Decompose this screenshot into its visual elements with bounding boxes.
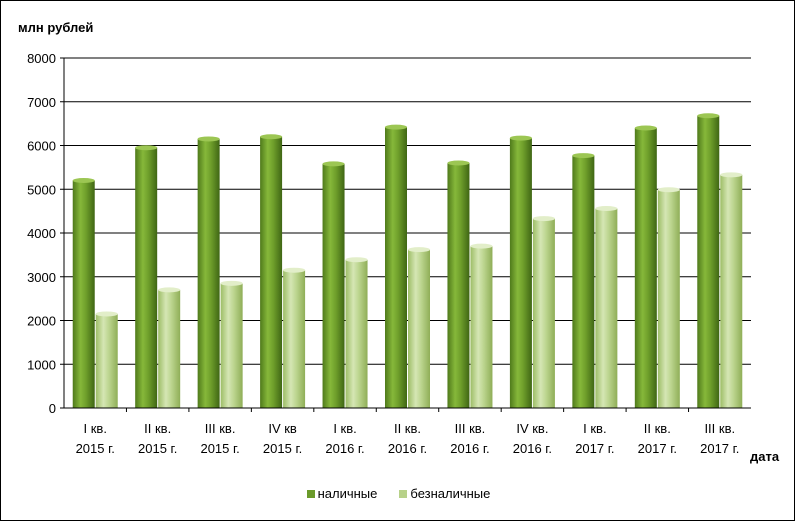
x-category-label: I кв.	[583, 421, 606, 436]
x-category-label: IV кв	[268, 421, 297, 436]
bar-noncash	[345, 259, 368, 408]
x-axis-categories: I кв. 2015 г. II кв. 2015 г. III кв. 2015 г. I…	[76, 421, 740, 456]
bar-cash-cap	[260, 134, 283, 140]
y-tick-label: 8000	[27, 51, 56, 66]
bar-noncash	[95, 313, 118, 408]
x-category-label: II кв.	[394, 421, 421, 436]
bar-noncash-cap	[158, 287, 181, 293]
y-tick-label: 3000	[27, 270, 56, 285]
legend-item-noncash: безналичные	[399, 486, 490, 501]
bar-noncash-cap	[720, 172, 743, 178]
bar-cash	[135, 147, 158, 408]
x-category-label: II кв.	[144, 421, 171, 436]
y-tick-label: 4000	[27, 226, 56, 241]
bar-noncash-cap	[408, 247, 430, 253]
x-category-label: 2015 г.	[138, 441, 177, 456]
bar-cash	[385, 127, 407, 408]
y-tick-label: 6000	[27, 139, 56, 154]
bar-noncash	[283, 270, 306, 408]
x-category-label: II кв.	[644, 421, 671, 436]
bar-cash	[260, 136, 283, 408]
bar-noncash-cap	[95, 311, 118, 317]
x-category-label: III кв.	[455, 421, 486, 436]
bar-noncash	[532, 218, 555, 408]
x-axis-label: дата	[750, 449, 780, 464]
bar-cash-cap	[572, 153, 595, 159]
bar-noncash-cap	[283, 267, 306, 273]
bar-cash-cap	[385, 124, 407, 130]
bar-noncash	[595, 208, 618, 408]
legend: наличные безналичные	[0, 486, 797, 501]
bar-cash-cap	[447, 160, 470, 166]
bar-cash-cap	[322, 161, 345, 167]
bar-noncash	[657, 189, 680, 408]
x-category-label: 2016 г.	[450, 441, 489, 456]
x-category-label: 2016 г.	[513, 441, 552, 456]
x-category-label: IV кв.	[516, 421, 548, 436]
y-axis-label: млн рублей	[18, 20, 93, 35]
bar-cash-cap	[634, 125, 657, 131]
y-tick-label: 0	[49, 401, 56, 416]
bar-cash	[72, 180, 95, 408]
x-category-label: I кв.	[84, 421, 107, 436]
legend-label-noncash: безналичные	[410, 486, 491, 501]
bar-noncash	[470, 246, 493, 408]
bar-cash	[197, 138, 220, 408]
bar-cash	[697, 115, 720, 408]
x-category-label: 2017 г.	[638, 441, 677, 456]
x-category-label: 2017 г.	[700, 441, 739, 456]
x-category-label: 2015 г.	[200, 441, 239, 456]
x-category-label: 2016 г.	[325, 441, 364, 456]
bar-cash	[634, 128, 657, 408]
bar-cash	[509, 138, 532, 408]
legend-item-cash: наличные	[306, 486, 378, 501]
x-category-label: 2017 г.	[575, 441, 614, 456]
legend-swatch-cash	[306, 489, 315, 498]
bar-cash	[447, 163, 470, 408]
bar-noncash-cap	[595, 206, 618, 211]
y-tick-label: 2000	[27, 314, 56, 329]
bar-cash	[572, 155, 595, 408]
bar-noncash-cap	[657, 187, 680, 193]
x-category-label: III кв.	[205, 421, 236, 436]
x-category-label: 2015 г.	[263, 441, 302, 456]
bar-noncash	[158, 289, 181, 408]
axes	[63, 58, 751, 409]
bar-cash-cap	[509, 135, 532, 141]
bar-noncash	[220, 283, 243, 408]
bar-noncash-cap	[220, 280, 243, 286]
x-category-label: I кв.	[333, 421, 356, 436]
bar-cash-cap	[697, 113, 720, 119]
legend-swatch-noncash	[399, 489, 408, 498]
bar-chart: млн рублей дата 0 1000 2000 3000 4000 5000 600…	[18, 20, 780, 464]
y-tick-label: 7000	[27, 95, 56, 110]
y-tick-label: 1000	[27, 357, 56, 372]
bar-noncash	[720, 174, 743, 408]
bars	[72, 113, 743, 412]
bar-cash	[322, 163, 345, 408]
y-tick-label: 5000	[27, 182, 56, 197]
x-category-label: 2016 г.	[388, 441, 427, 456]
bar-cash-cap	[197, 136, 220, 142]
bar-noncash-cap	[532, 216, 555, 222]
x-category-label: 2015 г.	[76, 441, 115, 456]
y-axis-ticks: 0 1000 2000 3000 4000 5000 6000 7000 8000	[27, 51, 56, 416]
bar-cash-cap	[135, 145, 158, 151]
bar-noncash-cap	[345, 257, 368, 263]
bar-cash-cap	[72, 178, 95, 183]
bar-noncash-cap	[470, 243, 493, 249]
bar-noncash	[408, 249, 430, 408]
x-category-label: III кв.	[704, 421, 735, 436]
legend-label-cash: наличные	[317, 486, 378, 501]
